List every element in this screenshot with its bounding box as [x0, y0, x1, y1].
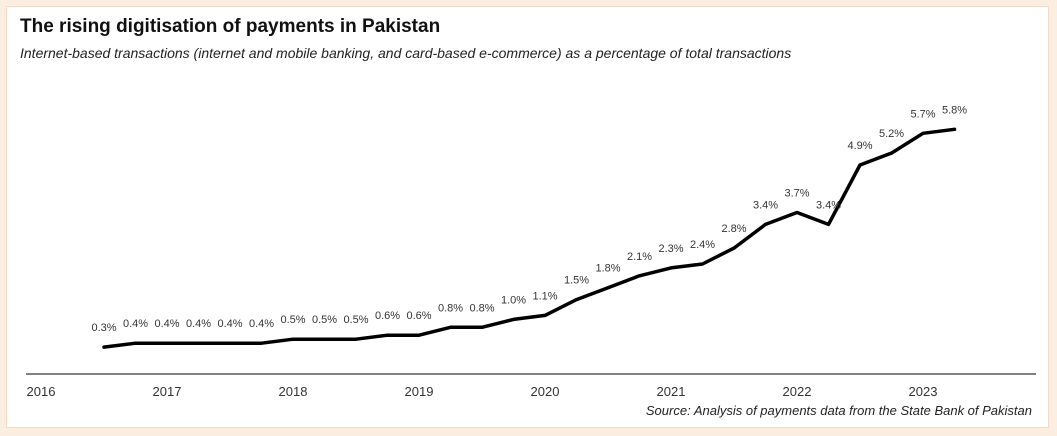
data-label: 4.9%: [847, 140, 872, 152]
data-point: [953, 127, 956, 131]
data-label: 2.3%: [658, 243, 683, 255]
data-label: 3.7%: [784, 187, 809, 199]
x-tick-label: 2016: [27, 384, 56, 399]
data-label: 1.8%: [595, 263, 620, 275]
data-point: [134, 341, 137, 345]
data-label: 5.2%: [879, 128, 904, 140]
data-label: 2.8%: [721, 223, 746, 235]
data-label: 3.4%: [816, 199, 841, 211]
data-point: [102, 345, 106, 349]
data-point: [575, 298, 578, 302]
data-point: [228, 341, 232, 345]
x-tick-label: 2018: [279, 384, 308, 399]
data-point: [701, 262, 704, 266]
data-point: [260, 341, 263, 345]
data-point: [480, 325, 484, 329]
data-label: 2.4%: [690, 239, 715, 251]
chart-subtitle: Internet-based transactions (internet an…: [20, 45, 792, 61]
data-label: 0.3%: [91, 322, 116, 334]
data-point: [386, 333, 389, 337]
x-tick-label: 2019: [405, 384, 434, 399]
data-label: 0.4%: [154, 318, 179, 330]
data-label: 0.5%: [343, 314, 368, 326]
data-label: 0.4%: [249, 318, 274, 330]
data-point: [921, 131, 925, 135]
data-point: [165, 341, 169, 345]
data-point: [669, 266, 673, 270]
data-label: 0.6%: [375, 310, 400, 322]
chart-card: The rising digitisation of payments in P…: [6, 6, 1049, 428]
data-label: 1.5%: [564, 275, 589, 287]
data-point: [291, 337, 295, 341]
data-label: 2.1%: [627, 251, 652, 263]
data-point: [323, 337, 326, 341]
data-label: 0.5%: [280, 314, 305, 326]
x-tick-label: 2017: [153, 384, 182, 399]
data-point: [197, 341, 200, 345]
data-point: [732, 246, 736, 250]
chart-title: The rising digitisation of payments in P…: [20, 16, 441, 37]
data-label: 1.1%: [532, 290, 557, 302]
data-point: [512, 317, 515, 321]
data-label: 0.4%: [123, 318, 148, 330]
data-label: 0.4%: [186, 318, 211, 330]
data-label: 0.6%: [406, 310, 431, 322]
data-label: 0.5%: [312, 314, 337, 326]
data-point: [858, 163, 862, 167]
x-tick-label: 2023: [909, 384, 938, 399]
data-point: [795, 210, 799, 214]
data-label: 5.7%: [910, 108, 935, 120]
x-tick-label: 2021: [657, 384, 686, 399]
data-label: 0.8%: [438, 302, 463, 314]
data-point: [354, 337, 358, 341]
data-point: [606, 286, 610, 290]
data-label: 3.4%: [753, 199, 778, 211]
data-label: 5.8%: [942, 104, 967, 116]
data-point: [417, 333, 421, 337]
data-point: [638, 274, 641, 278]
data-point: [449, 325, 452, 329]
data-point: [764, 222, 767, 226]
data-label: 0.4%: [217, 318, 242, 330]
series-line: [102, 127, 957, 349]
data-point: [890, 151, 893, 155]
data-point: [827, 222, 830, 226]
data-label: 1.0%: [501, 294, 526, 306]
x-tick-label: 2022: [783, 384, 812, 399]
data-point: [543, 313, 547, 317]
data-label: 0.8%: [469, 302, 494, 314]
x-tick-label: 2020: [531, 384, 560, 399]
chart-source: Source: Analysis of payments data from t…: [645, 403, 1032, 418]
